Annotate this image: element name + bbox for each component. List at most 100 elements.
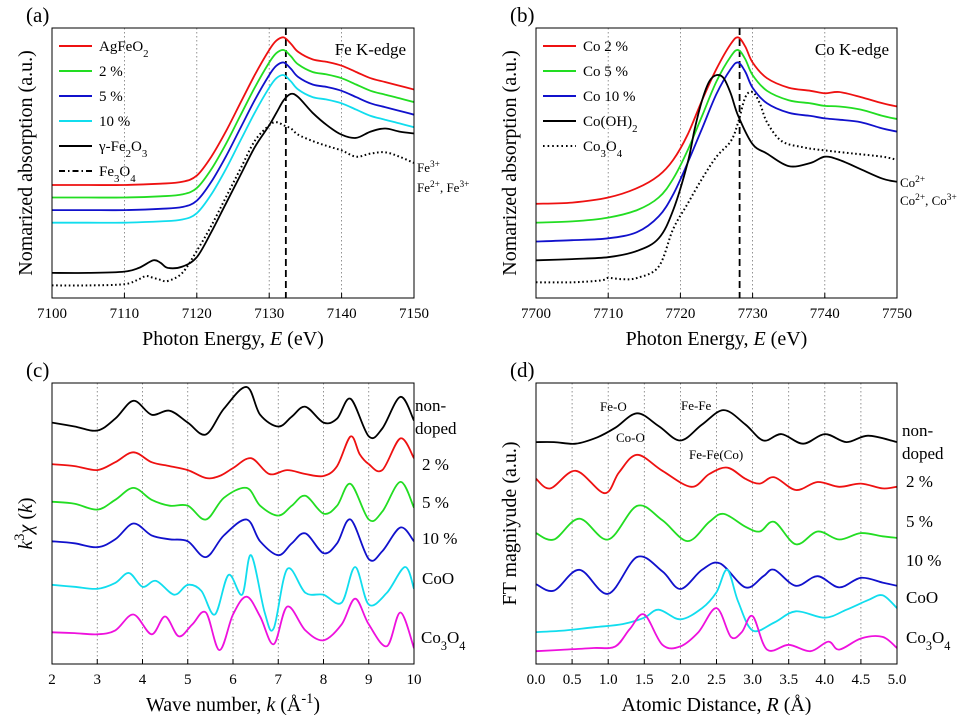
- series-label: 5 %: [906, 512, 933, 531]
- series-line-co-5-: [536, 49, 897, 224]
- panel-label: (c): [26, 358, 49, 382]
- legend-label: Co3O4: [583, 139, 623, 160]
- series-label: non-: [415, 396, 447, 415]
- annotation-oxidation: Co2+, Co3+: [900, 193, 957, 208]
- annotation-bond: Fe-Fe: [681, 398, 712, 413]
- x-tick-label: 7150: [399, 306, 429, 322]
- legend-label: γ-Fe2O3: [98, 139, 147, 160]
- y-axis-label: k3χ (k): [12, 497, 37, 549]
- series-label: 10 %: [906, 551, 941, 570]
- x-tick-label: 7120: [182, 306, 212, 322]
- x-axis-label: Photon Energy, E (eV): [142, 328, 324, 350]
- series-group: [536, 36, 897, 284]
- x-tick-label: 3: [94, 672, 102, 688]
- annotations: Fe3+ Fe2+, Fe3+: [417, 160, 469, 195]
- edge-label: Fe K-edge: [335, 40, 406, 59]
- series-line-2-: [52, 49, 414, 199]
- annotation-oxidation: Co2+: [900, 175, 925, 190]
- series-label: doped: [902, 444, 944, 463]
- series-line-co-oh-2: [536, 74, 897, 262]
- series-line-co-10-: [536, 61, 897, 243]
- series-label: 5 %: [422, 493, 449, 512]
- legend-label: AgFeO2: [99, 39, 149, 60]
- series-label: Co3O4: [421, 628, 465, 653]
- series-label: Co3O4: [906, 628, 950, 653]
- panel-label: (a): [26, 3, 49, 27]
- legend-label: 2 %: [99, 64, 123, 80]
- annotation-bond: Fe-O: [600, 399, 627, 414]
- x-tick-label: 5: [184, 672, 192, 688]
- plot-frame: [535, 27, 898, 299]
- x-tick-label: 0.5: [563, 672, 582, 688]
- legend-label: Co 2 %: [583, 39, 628, 55]
- series-label: 2 %: [906, 472, 933, 491]
- annotation-oxidation: Fe2+, Fe3+: [417, 180, 469, 195]
- series-label: CoO: [422, 569, 454, 588]
- x-tick-label: 7140: [327, 306, 357, 322]
- x-tick-label: 2: [48, 672, 56, 688]
- series-label: 2 %: [422, 455, 449, 474]
- series-label: non-: [902, 421, 934, 440]
- panel-b: 7700 7710 7720 7730 7740 7750 Photon Energy, E…: [499, 3, 957, 350]
- annotation-bond: Fe-Fe(Co): [689, 447, 743, 462]
- legend: Co 2 % Co 5 % Co 10 % Co(OH)2 Co3O4: [543, 39, 638, 160]
- x-tick-label: 5.0: [888, 672, 907, 688]
- series-line-agfeo2: [52, 36, 414, 186]
- plot-frame: [51, 27, 415, 299]
- x-tick-label: 2.0: [671, 672, 690, 688]
- x-axis-label: Photon Energy, E (eV): [626, 328, 808, 350]
- series-line--fe2o3: [52, 92, 414, 274]
- x-tick-label: 7720: [665, 306, 695, 322]
- x-tick-label: 7: [275, 672, 283, 688]
- x-tick-label: 7700: [521, 306, 551, 322]
- x-tick-label: 7710: [593, 306, 623, 322]
- series-line-non-doped: [536, 409, 897, 445]
- series-line-2-: [52, 435, 414, 480]
- series-line-coo: [536, 568, 897, 633]
- x-tick-label: 8: [320, 672, 328, 688]
- x-tick-label: 0.0: [527, 672, 546, 688]
- series-line-co3o4: [52, 595, 414, 651]
- x-tick-label: 7730: [738, 306, 768, 322]
- y-axis-label: Nomarized absorption (a.u.): [15, 50, 37, 275]
- annotation-oxidation: Fe3+: [417, 160, 440, 175]
- series-label: CoO: [906, 588, 938, 607]
- panel-label: (b): [510, 3, 535, 27]
- legend-label: 10 %: [99, 114, 130, 130]
- x-axis-label: Atomic Distance, R (Å): [622, 694, 812, 715]
- annotation-bond: Co-O: [616, 430, 645, 445]
- x-tick-label: 7740: [810, 306, 840, 322]
- x-tick-label: 4: [139, 672, 147, 688]
- legend-label: Co 10 %: [583, 89, 636, 105]
- legend-label: Co(OH)2: [583, 114, 638, 135]
- series-line-5-: [536, 504, 897, 546]
- annotations: Fe-O Fe-Fe Co-O Fe-Fe(Co): [600, 398, 743, 462]
- series-line-5-: [52, 61, 414, 212]
- x-tick-label: 6: [229, 672, 237, 688]
- series-line-10-: [52, 74, 414, 224]
- series-line-10-: [52, 518, 414, 562]
- x-tick-label: 4.5: [852, 672, 871, 688]
- x-tick-label: 7110: [110, 306, 139, 322]
- x-tick-label: 2.5: [707, 672, 726, 688]
- x-tick-label: 1.0: [599, 672, 618, 688]
- series-label: doped: [415, 419, 457, 438]
- panel-label: (d): [510, 358, 535, 382]
- panel-a: 7100 7110 7120 7130 7140 7150 Photon Energy, E…: [15, 3, 469, 350]
- x-axis-label: Wave number, k (Å-1): [146, 691, 320, 715]
- series-label: 10 %: [422, 529, 457, 548]
- series-line-co3o4: [536, 607, 897, 653]
- series-group: [52, 36, 414, 287]
- annotations: Co2+ Co2+, Co3+: [900, 175, 957, 208]
- series-line-5-: [52, 481, 414, 523]
- series-labels: non-doped 2 % 5 % 10 % CoO Co3O4: [415, 396, 465, 653]
- x-tick-label: 7100: [37, 306, 67, 322]
- series-group: [536, 409, 897, 653]
- edge-label: Co K-edge: [815, 40, 889, 59]
- x-tick-label: 7130: [254, 306, 284, 322]
- x-tick-label: 4.0: [815, 672, 834, 688]
- x-tick-label: 3.5: [779, 672, 798, 688]
- x-tick-label: 10: [407, 672, 422, 688]
- series-line-coo: [52, 554, 414, 632]
- series-line-non-doped: [52, 386, 414, 440]
